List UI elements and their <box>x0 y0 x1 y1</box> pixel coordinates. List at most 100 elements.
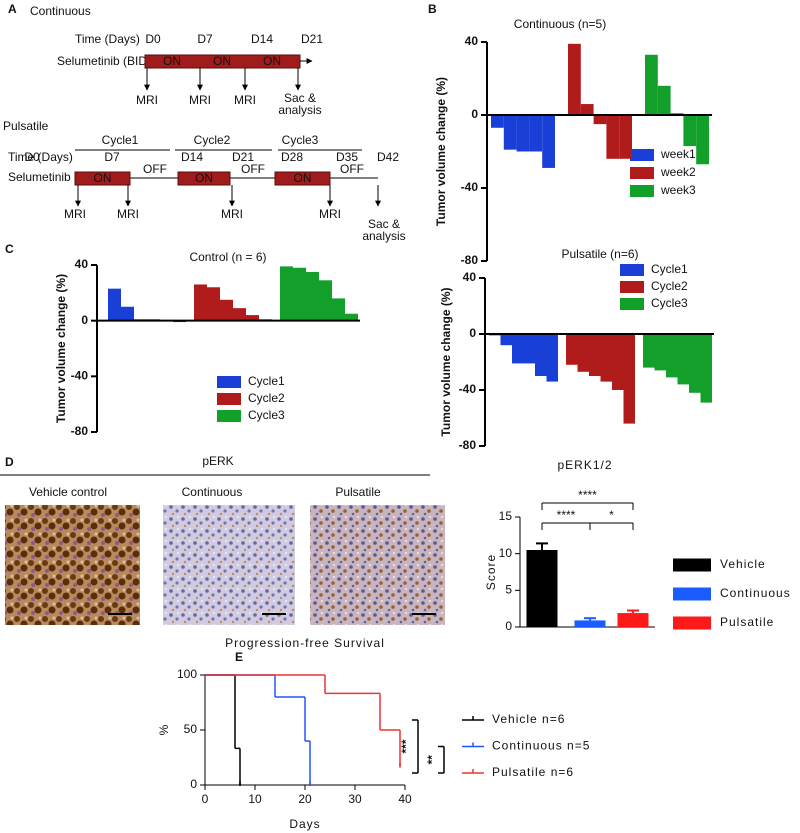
bar <box>529 115 543 152</box>
legend-label: Continuous n=5 <box>492 739 590 753</box>
legend-swatch <box>217 393 241 405</box>
y-tick-label: -40 <box>71 369 89 383</box>
time-label: Time (Days) <box>75 32 140 46</box>
day-label: D21 <box>301 32 323 46</box>
bar <box>696 115 709 165</box>
dosing-bar <box>177 171 231 186</box>
on-label: ON <box>294 171 312 185</box>
x-tick-label: 30 <box>348 792 362 806</box>
schematic-title: Continuous <box>30 4 91 18</box>
on-label: ON <box>195 171 213 185</box>
significance: **** <box>557 508 576 522</box>
bar <box>108 288 121 321</box>
legend-swatch <box>673 616 711 630</box>
end-label: Sac & <box>284 91 316 105</box>
legend-label: Cycle2 <box>248 391 285 405</box>
significance: *** <box>399 739 413 753</box>
legend-label: Cycle2 <box>651 279 688 293</box>
legend-swatch <box>217 376 241 388</box>
bar <box>523 334 535 364</box>
bar <box>612 334 624 390</box>
bar <box>577 334 589 372</box>
legend-swatch <box>620 264 644 276</box>
legend-swatch <box>673 587 711 601</box>
bar <box>689 334 701 393</box>
bar <box>600 334 612 382</box>
bar <box>491 115 504 128</box>
bar <box>280 266 293 321</box>
cycle-label: Cycle2 <box>194 133 231 147</box>
mri-label: MRI <box>136 93 158 107</box>
day-label: D35 <box>336 150 358 164</box>
y-tick-label: -40 <box>459 382 477 396</box>
bar <box>568 43 581 116</box>
mri-label: MRI <box>221 207 243 221</box>
day-label: D42 <box>377 150 399 164</box>
schematic-title: Pulsatile <box>3 119 49 133</box>
staining-label: Pulsatile <box>335 485 381 499</box>
y-tick-label: -80 <box>459 438 477 452</box>
legend-label: Pulsatile n=6 <box>492 765 574 779</box>
bar <box>535 334 547 376</box>
y-axis-label: Tumor volume change (%) <box>54 274 68 423</box>
chart-title: Progression-free Survival <box>225 636 385 650</box>
legend-label: week1 <box>660 147 696 161</box>
day-label: D14 <box>181 150 203 164</box>
y-tick-label: -80 <box>461 253 479 267</box>
end-label: analysis <box>362 229 405 243</box>
mri-label: MRI <box>117 207 139 221</box>
panel-label: E <box>235 650 243 664</box>
bar <box>623 334 635 424</box>
end-label: Sac & <box>368 217 400 231</box>
x-tick-label: 20 <box>298 792 312 806</box>
mri-label: MRI <box>64 207 86 221</box>
ihc-image <box>310 505 445 625</box>
bar <box>606 115 620 159</box>
bar <box>500 334 512 346</box>
mri-label: MRI <box>319 207 341 221</box>
end-label: analysis <box>278 103 321 117</box>
y-tick-label: 10 <box>499 546 513 560</box>
bar <box>589 334 601 376</box>
y-tick-label: 40 <box>465 34 479 48</box>
bar <box>542 115 555 168</box>
bar <box>512 334 524 364</box>
legend-label: Cycle3 <box>248 408 285 422</box>
y-tick-label: -40 <box>461 180 479 194</box>
legend-swatch <box>620 298 644 310</box>
legend-label: Cycle1 <box>248 374 285 388</box>
panel-label: A <box>8 2 17 16</box>
chart-title: Control (n = 6) <box>189 250 266 264</box>
day-label: D28 <box>281 150 303 164</box>
staining-label: Continuous <box>182 485 243 499</box>
bar <box>683 115 697 147</box>
y-tick-label: 0 <box>469 326 476 340</box>
bar <box>617 613 649 627</box>
bar <box>220 299 233 321</box>
y-tick-label: 40 <box>463 270 477 284</box>
bar <box>566 334 578 365</box>
day-label: D0 <box>145 32 161 46</box>
bar <box>677 334 689 385</box>
off-label: OFF <box>143 162 167 176</box>
drug-label: Selumetinib <box>8 170 71 184</box>
bar <box>194 284 207 321</box>
significance: **** <box>578 488 597 502</box>
on-label: ON <box>263 54 281 68</box>
legend-label: Cycle1 <box>651 262 688 276</box>
bar <box>207 287 220 321</box>
bar <box>645 54 658 115</box>
legend-swatch <box>620 281 644 293</box>
legend-label: Cycle3 <box>651 296 688 310</box>
bar <box>233 308 246 321</box>
chart-title: pERK1/2 <box>557 458 612 472</box>
legend-swatch <box>217 410 241 422</box>
bar <box>619 115 632 159</box>
on-label: ON <box>213 54 231 68</box>
bar <box>503 115 517 150</box>
legend-swatch <box>673 558 711 572</box>
legend-label: Vehicle n=6 <box>492 712 565 726</box>
day-label: D21 <box>232 150 254 164</box>
staining-label: Vehicle control <box>29 485 107 499</box>
y-tick-label: 0 <box>471 107 478 121</box>
